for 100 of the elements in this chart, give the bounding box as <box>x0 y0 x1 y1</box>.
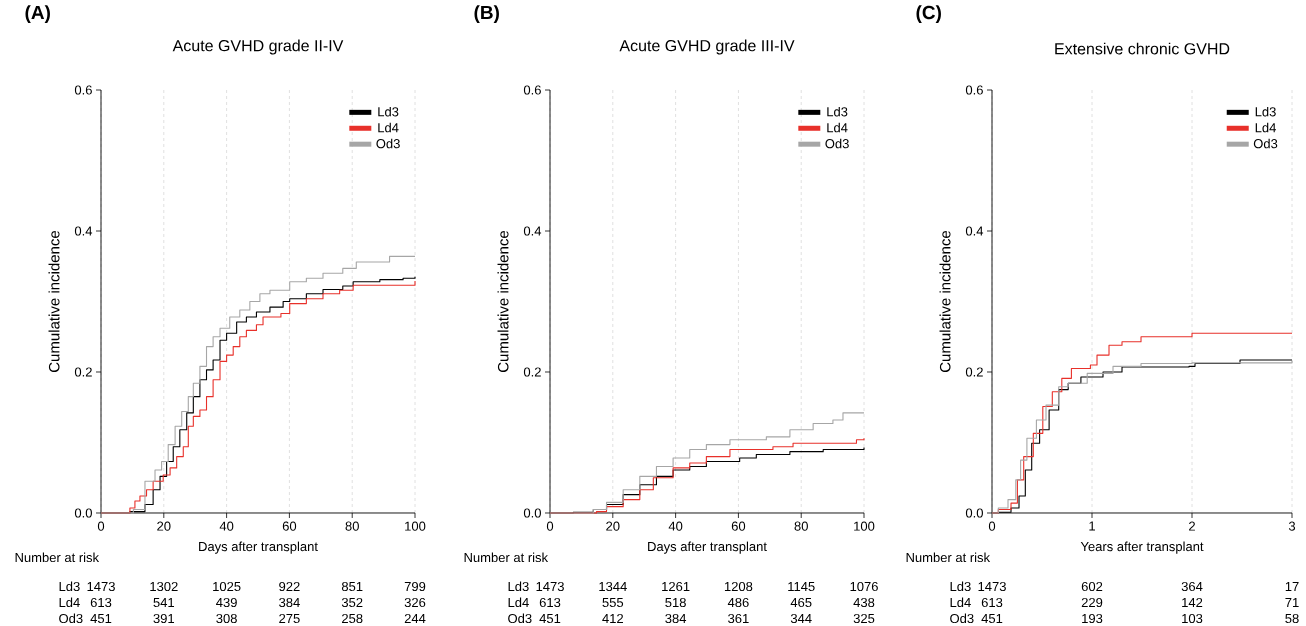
text: 1473 <box>978 581 1006 591</box>
legend-label: Od3 <box>376 138 400 149</box>
legend-label: Od3 <box>825 138 849 149</box>
text: 451 <box>539 613 561 623</box>
x-tick-label: 3 <box>1288 521 1296 531</box>
legend-label: Ld3 <box>1255 106 1276 117</box>
text: 555 <box>602 597 624 607</box>
text: 344 <box>790 613 812 623</box>
text: 384 <box>665 613 687 623</box>
y-tick-label: 0.2 <box>965 367 983 377</box>
text: Od3 <box>508 613 532 623</box>
chart-title: Extensive chronic GVHD <box>1055 42 1230 55</box>
y-axis-title: Cumulative incidence <box>497 230 509 372</box>
x-tick-label: 40 <box>668 521 683 531</box>
legend-label: Ld3 <box>378 106 399 117</box>
x-axis-title: Days after transplant <box>199 541 318 554</box>
text: 412 <box>602 613 623 623</box>
text: 275 <box>279 613 300 623</box>
text: 613 <box>981 597 1003 607</box>
legend-label: Ld4 <box>827 122 848 133</box>
text: 244 <box>404 613 426 623</box>
x-tick-label: 100 <box>854 521 875 531</box>
text: 326 <box>404 597 426 607</box>
x-tick-label: 0 <box>546 521 554 531</box>
text: 142 <box>1182 597 1203 607</box>
text: 1473 <box>536 581 564 591</box>
text: 486 <box>727 597 749 607</box>
x-tick-label: 60 <box>731 521 746 531</box>
x-tick-label: 0 <box>97 521 105 531</box>
text: 438 <box>853 597 875 607</box>
y-tick-label: 0.0 <box>74 508 92 518</box>
text: 922 <box>279 581 300 591</box>
y-tick-label: 0.6 <box>523 85 541 95</box>
y-tick-label: 0.2 <box>523 367 541 377</box>
y-axis-title: Cumulative incidence <box>48 230 60 372</box>
text: 602 <box>1081 581 1103 591</box>
text: 384 <box>279 597 300 607</box>
text: 799 <box>404 581 426 591</box>
text: (B) <box>474 5 499 23</box>
text: 541 <box>153 597 175 607</box>
text: 439 <box>216 597 237 607</box>
x-tick-label: 20 <box>606 521 620 531</box>
text: 1025 <box>213 581 241 591</box>
text: Number at risk <box>464 552 549 562</box>
text: Ld3 <box>508 581 529 591</box>
text: 1208 <box>724 581 753 591</box>
x-tick-label: 1 <box>1089 521 1095 531</box>
x-tick-label: 80 <box>345 521 359 531</box>
x-axis-title: Days after transplant <box>648 541 767 554</box>
text: 465 <box>790 597 812 607</box>
legend-label: Ld3 <box>827 106 848 117</box>
text: Number at risk <box>15 552 100 562</box>
text: (C) <box>916 5 941 23</box>
text: 103 <box>1182 613 1203 623</box>
text: 1145 <box>788 581 815 591</box>
y-tick-label: 0.4 <box>74 226 93 236</box>
y-tick-label: 0.6 <box>74 85 92 95</box>
legend-label: Ld4 <box>378 122 399 133</box>
text: 391 <box>153 613 175 623</box>
text: 1076 <box>850 581 878 591</box>
text: 229 <box>1081 597 1103 607</box>
x-tick-label: 100 <box>405 521 426 531</box>
text: Number at risk <box>906 552 991 562</box>
text: 17 <box>1285 581 1299 591</box>
text: 193 <box>1082 613 1103 623</box>
text: 1302 <box>150 581 178 591</box>
y-tick-label: 0.2 <box>74 367 92 377</box>
text: 71 <box>1285 597 1299 607</box>
text: 613 <box>539 597 561 607</box>
x-tick-label: 80 <box>794 521 808 531</box>
text: Ld4 <box>59 597 80 607</box>
legend-label: Od3 <box>1253 138 1278 149</box>
text: 364 <box>1181 581 1203 591</box>
x-tick-label: 2 <box>1189 521 1195 531</box>
chart-title: Acute GVHD grade III-IV <box>619 39 795 55</box>
chart-title: Acute GVHD grade II-IV <box>172 39 344 55</box>
x-tick-label: 40 <box>219 521 234 531</box>
y-tick-label: 0.0 <box>523 508 541 518</box>
text: 58 <box>1285 613 1299 623</box>
legend-label: Ld4 <box>1255 122 1276 133</box>
text: Od3 <box>950 613 974 623</box>
y-tick-label: 0.4 <box>965 226 984 236</box>
text: 451 <box>90 613 112 623</box>
text: 361 <box>728 613 749 623</box>
y-tick-label: 0.0 <box>965 508 983 518</box>
text: 308 <box>216 613 237 623</box>
y-tick-label: 0.6 <box>965 85 983 95</box>
text: 1344 <box>599 581 627 591</box>
x-axis-title: Years after transplant <box>1080 541 1204 554</box>
text: 1261 <box>662 581 690 591</box>
text: Ld3 <box>950 581 971 591</box>
text: Ld4 <box>508 597 529 607</box>
y-axis-title: Cumulative incidence <box>939 230 951 372</box>
x-tick-label: 0 <box>988 521 996 531</box>
text: 451 <box>981 613 1003 623</box>
text: 325 <box>853 613 875 623</box>
text: Od3 <box>59 613 83 623</box>
text: Ld4 <box>950 597 971 607</box>
text: 851 <box>341 581 363 591</box>
x-tick-label: 60 <box>282 521 297 531</box>
